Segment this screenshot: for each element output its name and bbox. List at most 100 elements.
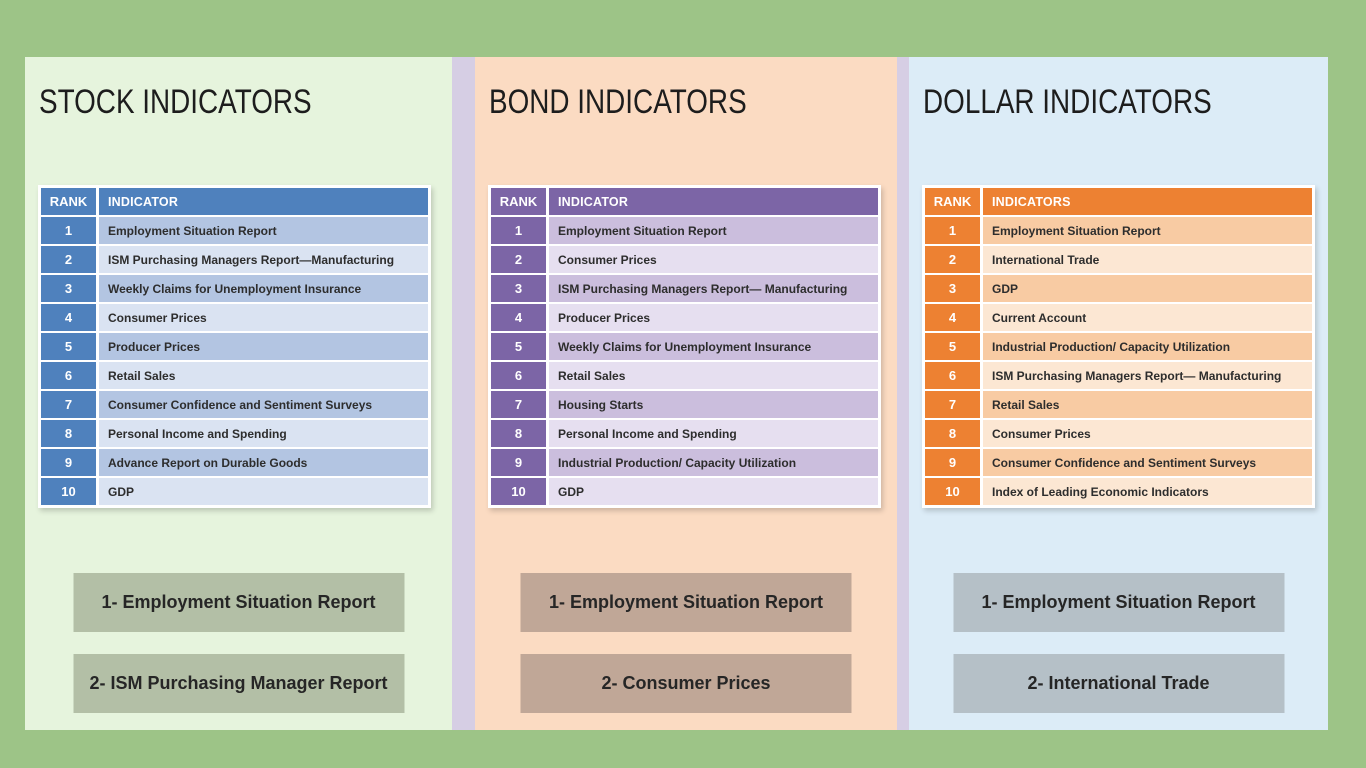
bond-panel-title: BOND INDICATORS (489, 83, 747, 121)
rank-cell: 2 (491, 246, 546, 273)
bond-top-rank-2-box: 2- Consumer Prices (520, 654, 852, 713)
table-row: 6 Retail Sales (491, 362, 878, 389)
indicator-cell: Consumer Prices (983, 420, 1312, 447)
table-row: 8 Personal Income and Spending (491, 420, 878, 447)
rank-header-cell: RANK (41, 188, 96, 215)
table-row: 7 Retail Sales (925, 391, 1312, 418)
rank-cell: 4 (491, 304, 546, 331)
rank-cell: 5 (41, 333, 96, 360)
table-row: 4 Consumer Prices (41, 304, 428, 331)
rank-cell: 2 (925, 246, 980, 273)
indicator-cell: GDP (99, 478, 428, 505)
indicator-header-cell: INDICATOR (99, 188, 428, 215)
table-header-row: RANK INDICATOR (41, 188, 428, 215)
indicator-cell: Consumer Prices (549, 246, 878, 273)
table-row: 9 Consumer Confidence and Sentiment Surve… (925, 449, 1312, 476)
stock-panel-title: STOCK INDICATORS (39, 83, 312, 121)
table-row: 6 ISM Purchasing Managers Report— Manufac… (925, 362, 1312, 389)
table-row: 3 Weekly Claims for Unemployment Insuranc… (41, 275, 428, 302)
indicator-cell: Current Account (983, 304, 1312, 331)
table-row: 8 Consumer Prices (925, 420, 1312, 447)
indicator-cell: ISM Purchasing Managers Report—Manufactu… (99, 246, 428, 273)
indicator-cell: ISM Purchasing Managers Report— Manufact… (549, 275, 878, 302)
table-row: 2 Consumer Prices (491, 246, 878, 273)
rank-cell: 9 (925, 449, 980, 476)
indicator-cell: International Trade (983, 246, 1312, 273)
dollar-panel-title: DOLLAR INDICATORS (923, 83, 1212, 121)
indicator-cell: Index of Leading Economic Indicators (983, 478, 1312, 505)
dollar-rank-table: RANK INDICATORS 1 Employment Situation Repo… (922, 185, 1315, 508)
panel-divider (897, 57, 909, 730)
indicator-cell: Employment Situation Report (99, 217, 428, 244)
rank-header-cell: RANK (491, 188, 546, 215)
table-row: 9 Advance Report on Durable Goods (41, 449, 428, 476)
rank-cell: 3 (491, 275, 546, 302)
table-row: 10 Index of Leading Economic Indicators (925, 478, 1312, 505)
rank-cell: 3 (925, 275, 980, 302)
indicator-cell: Producer Prices (99, 333, 428, 360)
table-row: 5 Weekly Claims for Unemployment Insuranc… (491, 333, 878, 360)
stock-top-rank-2-box: 2- ISM Purchasing Manager Report (73, 654, 404, 713)
table-row: 1 Employment Situation Report (491, 217, 878, 244)
table-row: 6 Retail Sales (41, 362, 428, 389)
indicator-header-cell: INDICATORS (983, 188, 1312, 215)
indicator-cell: Retail Sales (983, 391, 1312, 418)
indicator-cell: Industrial Production/ Capacity Utilizat… (549, 449, 878, 476)
table-row: 4 Current Account (925, 304, 1312, 331)
indicator-cell: Industrial Production/ Capacity Utilizat… (983, 333, 1312, 360)
indicator-cell: ISM Purchasing Managers Report— Manufact… (983, 362, 1312, 389)
rank-cell: 10 (925, 478, 980, 505)
table-row: 10 GDP (491, 478, 878, 505)
rank-cell: 7 (491, 391, 546, 418)
table-row: 3 ISM Purchasing Managers Report— Manufac… (491, 275, 878, 302)
indicator-cell: GDP (983, 275, 1312, 302)
table-row: 1 Employment Situation Report (41, 217, 428, 244)
indicator-cell: GDP (549, 478, 878, 505)
rank-cell: 6 (925, 362, 980, 389)
rank-cell: 7 (41, 391, 96, 418)
table-row: 7 Housing Starts (491, 391, 878, 418)
indicator-cell: Consumer Confidence and Sentiment Survey… (99, 391, 428, 418)
indicator-cell: Retail Sales (99, 362, 428, 389)
rank-cell: 5 (925, 333, 980, 360)
rank-cell: 1 (491, 217, 546, 244)
rank-cell: 6 (491, 362, 546, 389)
rank-cell: 10 (41, 478, 96, 505)
table-row: 5 Producer Prices (41, 333, 428, 360)
stock-rank-table: RANK INDICATOR 1 Employment Situation Repor… (38, 185, 431, 508)
indicator-cell: Employment Situation Report (983, 217, 1312, 244)
table-row: 5 Industrial Production/ Capacity Utiliza… (925, 333, 1312, 360)
table-row: 8 Personal Income and Spending (41, 420, 428, 447)
stock-indicators-panel: STOCK INDICATORS RANK INDICATOR 1 Employmen… (25, 57, 452, 730)
table-row: 10 GDP (41, 478, 428, 505)
rank-cell: 5 (491, 333, 546, 360)
indicator-cell: Weekly Claims for Unemployment Insurance (549, 333, 878, 360)
dollar-top-rank-2-box: 2- International Trade (953, 654, 1284, 713)
rank-cell: 1 (925, 217, 980, 244)
indicator-cell: Retail Sales (549, 362, 878, 389)
rank-cell: 4 (925, 304, 980, 331)
rank-cell: 4 (41, 304, 96, 331)
rank-cell: 8 (41, 420, 96, 447)
table-row: 1 Employment Situation Report (925, 217, 1312, 244)
panel-divider (452, 57, 475, 730)
indicator-cell: Producer Prices (549, 304, 878, 331)
bond-top-rank-1-box: 1- Employment Situation Report (520, 573, 852, 632)
rank-cell: 9 (491, 449, 546, 476)
rank-cell: 1 (41, 217, 96, 244)
table-row: 2 International Trade (925, 246, 1312, 273)
rank-cell: 6 (41, 362, 96, 389)
rank-header-cell: RANK (925, 188, 980, 215)
bond-rank-table: RANK INDICATOR 1 Employment Situation Repor… (488, 185, 881, 508)
indicator-cell: Consumer Confidence and Sentiment Survey… (983, 449, 1312, 476)
dollar-indicators-panel: DOLLAR INDICATORS RANK INDICATORS 1 Employm… (909, 57, 1328, 730)
table-row: 2 ISM Purchasing Managers Report—Manufact… (41, 246, 428, 273)
rank-cell: 2 (41, 246, 96, 273)
table-row: 7 Consumer Confidence and Sentiment Surve… (41, 391, 428, 418)
table-row: 9 Industrial Production/ Capacity Utiliza… (491, 449, 878, 476)
stock-top-rank-1-box: 1- Employment Situation Report (73, 573, 404, 632)
table-header-row: RANK INDICATORS (925, 188, 1312, 215)
rank-cell: 3 (41, 275, 96, 302)
table-row: 4 Producer Prices (491, 304, 878, 331)
